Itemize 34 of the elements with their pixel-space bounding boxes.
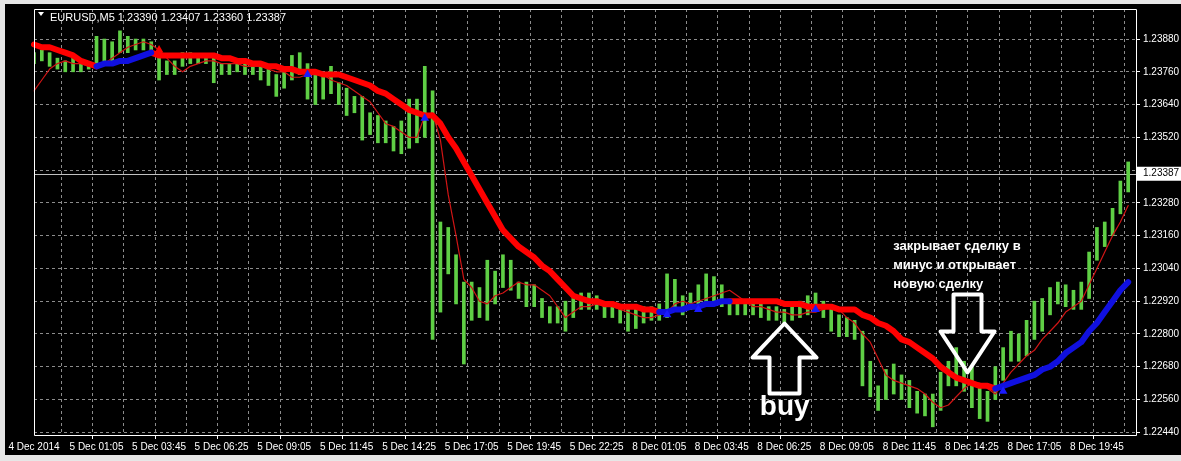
x-tick-label: 8 Dec 11:45 <box>882 440 937 452</box>
y-tick-label: 1.23040 <box>1143 262 1180 274</box>
x-tick-label: 5 Dec 14:25 <box>382 440 437 452</box>
x-tick-label: 8 Dec 09:05 <box>819 440 875 452</box>
x-tick-label: 5 Dec 09:05 <box>257 440 312 452</box>
x-tick-label: 5 Dec 06:25 <box>194 440 249 452</box>
y-tick-label: 1.23280 <box>1143 196 1180 208</box>
y-tick-label: 1.23520 <box>1143 131 1180 143</box>
x-tick-label: 4 Dec 2014 <box>8 440 61 452</box>
x-tick-label: 5 Dec 11:45 <box>320 440 374 452</box>
y-tick-label: 1.22800 <box>1143 327 1180 339</box>
x-tick-label: 8 Dec 06:25 <box>757 440 812 452</box>
x-tick-label: 5 Dec 03:45 <box>132 440 187 452</box>
x-tick-label: 8 Dec 01:05 <box>632 440 687 452</box>
x-tick-label: 8 Dec 03:45 <box>694 440 750 452</box>
x-tick-label: 8 Dec 17:05 <box>1007 440 1062 452</box>
y-tick-label: 1.23640 <box>1143 98 1180 110</box>
y-tick-label: 1.22920 <box>1143 294 1180 306</box>
y-tick-label: 1.22680 <box>1143 360 1180 372</box>
y-tick-label: 1.22440 <box>1143 426 1180 438</box>
ref-line-label: 1.23387 <box>1143 167 1180 179</box>
annotation: закрывает сделку в минус и открывает новую сделку <box>893 237 1021 291</box>
x-tick-label: 8 Dec 19:45 <box>1069 440 1125 452</box>
annotation: buy <box>759 390 810 422</box>
y-tick-label: 1.22560 <box>1143 393 1180 405</box>
y-tick-label: 1.23160 <box>1143 229 1180 241</box>
x-tick-label: 5 Dec 22:25 <box>569 440 625 452</box>
y-tick-label: 1.23880 <box>1143 32 1180 44</box>
y-tick-label: 1.23760 <box>1143 65 1180 77</box>
x-tick-label: 5 Dec 17:05 <box>444 440 500 452</box>
x-tick-label: 8 Dec 14:25 <box>944 440 1000 452</box>
x-tick-label: 5 Dec 01:05 <box>69 440 124 452</box>
x-tick-label: 5 Dec 19:45 <box>507 440 562 452</box>
chart-title: EURUSD,M5 1.23390 1.23407 1.23360 1.23387 <box>50 11 287 23</box>
